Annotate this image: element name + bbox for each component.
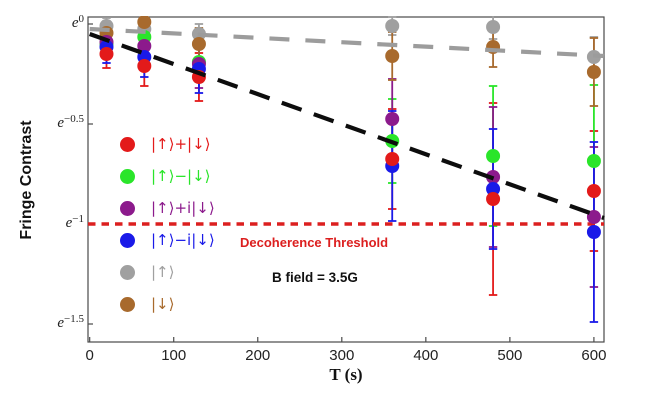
data-point	[486, 20, 501, 34]
data-point	[137, 39, 152, 53]
legend: |↑⟩+|↓⟩ |↑⟩−|↓⟩ |↑⟩+i|↓⟩ |↑⟩−i|↓⟩ |↑⟩ |↓…	[120, 128, 215, 320]
legend-marker-blue	[120, 232, 135, 248]
x-tick-label: 0	[85, 347, 94, 364]
threshold-label: Decoherence Threshold	[240, 235, 389, 250]
legend-label: |↑⟩−|↓⟩	[151, 167, 211, 185]
data-point	[586, 184, 601, 198]
y-tick-label: e−0.5	[57, 113, 84, 131]
legend-marker-purple	[120, 200, 135, 216]
plot-frame	[87, 16, 605, 343]
x-tick-label: 500	[497, 347, 523, 364]
x-tick-label: 400	[413, 347, 439, 364]
legend-item: |↑⟩	[120, 256, 215, 288]
population-fit-line	[89, 26, 605, 59]
data-point	[385, 112, 400, 126]
data-point	[191, 37, 206, 51]
data-point	[385, 49, 400, 63]
data-point	[486, 149, 501, 163]
data-point	[586, 65, 601, 79]
legend-marker-red	[120, 136, 135, 152]
data-point	[137, 16, 152, 29]
legend-marker-green	[120, 168, 135, 184]
x-tick-label: 300	[329, 347, 355, 364]
data-point	[486, 192, 501, 206]
superposition-fit-line	[88, 32, 605, 220]
x-axis-title: T (s)	[329, 365, 363, 384]
data-point	[586, 225, 601, 239]
legend-marker-brown	[120, 296, 135, 312]
legend-label: |↑⟩+i|↓⟩	[151, 199, 215, 217]
data-point	[137, 59, 152, 73]
legend-label: |↑⟩	[151, 263, 175, 281]
y-tick-label: e−1.5	[57, 313, 84, 331]
legend-item: |↑⟩−|↓⟩	[120, 160, 215, 192]
data-point	[99, 47, 114, 61]
data-point	[486, 182, 501, 196]
legend-item: |↑⟩−i|↓⟩	[120, 224, 215, 256]
legend-item: |↑⟩+|↓⟩	[120, 128, 215, 160]
data-point	[586, 210, 601, 224]
legend-label: |↑⟩+|↓⟩	[151, 135, 211, 153]
legend-marker-gray	[120, 264, 135, 280]
legend-item: |↑⟩+i|↓⟩	[120, 192, 215, 224]
y-tick-label: e0	[71, 13, 84, 31]
legend-label: |↑⟩−i|↓⟩	[151, 231, 215, 249]
data-point	[586, 154, 601, 168]
legend-item: |↓⟩	[120, 288, 215, 320]
y-tick-label: e−1	[65, 213, 84, 231]
data-point	[385, 152, 400, 166]
bfield-annotation: B field = 3.5G	[272, 270, 358, 285]
legend-label: |↓⟩	[151, 295, 175, 313]
x-tick-label: 600	[581, 347, 607, 364]
data-point	[385, 19, 400, 33]
x-tick-label: 200	[245, 347, 271, 364]
x-tick-label: 100	[161, 347, 187, 364]
